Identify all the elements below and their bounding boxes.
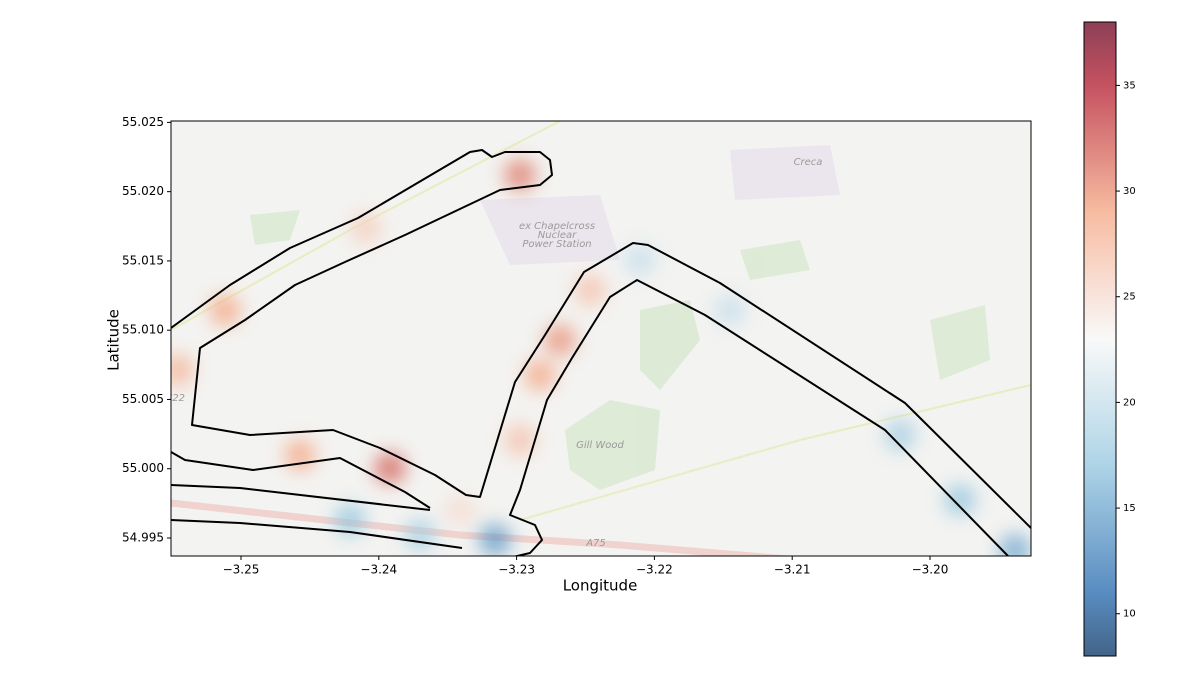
heat-point	[171, 354, 195, 387]
map-areas	[480, 145, 840, 265]
x-tick-label: −3.24	[360, 563, 397, 577]
colorbar-tick-label: 30	[1123, 186, 1136, 197]
y-axis-label: Latitude	[105, 309, 123, 371]
heat-point	[443, 494, 476, 527]
y-tick-label: 55.005	[122, 392, 164, 406]
colorbar	[1084, 22, 1116, 656]
map-layer: Creca ex Chapelcross Nuclear Power Stati…	[158, 121, 1031, 556]
heat-point	[524, 359, 557, 392]
map-label: Gill Wood	[576, 440, 624, 451]
heat-point	[999, 534, 1031, 556]
heat-point	[373, 452, 406, 485]
map-greenery	[250, 210, 990, 490]
x-tick-label: −3.20	[912, 563, 949, 577]
map-roads	[171, 499, 795, 556]
y-tick-label: 55.010	[122, 323, 164, 337]
heat-point	[504, 159, 537, 192]
heat-point	[349, 212, 382, 245]
x-tick-label: −3.22	[636, 563, 673, 577]
map-label: A75	[585, 538, 606, 549]
heat-point	[209, 294, 242, 327]
heat-point	[574, 274, 607, 307]
heat-point	[624, 244, 657, 277]
map-background	[171, 121, 1031, 556]
x-tick-label: −3.23	[498, 563, 535, 577]
heat-layer	[171, 159, 1031, 556]
y-tick-label: 54.995	[122, 530, 164, 544]
colorbar-frame	[1083, 21, 1117, 657]
heat-point	[883, 419, 916, 452]
heat-point	[944, 484, 977, 517]
map-label: Power Station	[522, 239, 591, 250]
x-axis-label: Longitude	[563, 577, 638, 595]
colorbar-tick-label: 10	[1123, 609, 1136, 620]
heat-point	[478, 523, 511, 556]
route-outlines	[171, 149, 1031, 556]
y-tick-label: 55.020	[122, 184, 164, 198]
colorbar-tick-label: 15	[1123, 503, 1136, 514]
y-tick-label: 55.000	[122, 461, 164, 475]
map-label: A722	[158, 393, 185, 404]
x-tick-label: −3.25	[223, 563, 260, 577]
axes-frame	[170, 120, 1032, 557]
colorbar-tick-label: 35	[1123, 80, 1136, 91]
colorbar-tick-label: 20	[1123, 397, 1136, 408]
heat-point	[404, 518, 437, 551]
map-label: Nuclear	[538, 230, 577, 241]
heat-point	[504, 424, 537, 457]
heat-point	[334, 503, 367, 536]
map-label: Creca	[794, 157, 823, 168]
heat-point	[714, 294, 747, 327]
y-tick-label: 55.015	[122, 253, 164, 267]
map-label: ex Chapelcross	[519, 221, 595, 232]
colorbar-tick-label: 25	[1123, 292, 1136, 303]
heat-point	[544, 324, 577, 357]
heat-point	[283, 439, 316, 472]
x-tick-label: −3.21	[774, 563, 811, 577]
y-tick-label: 55.025	[122, 115, 164, 129]
